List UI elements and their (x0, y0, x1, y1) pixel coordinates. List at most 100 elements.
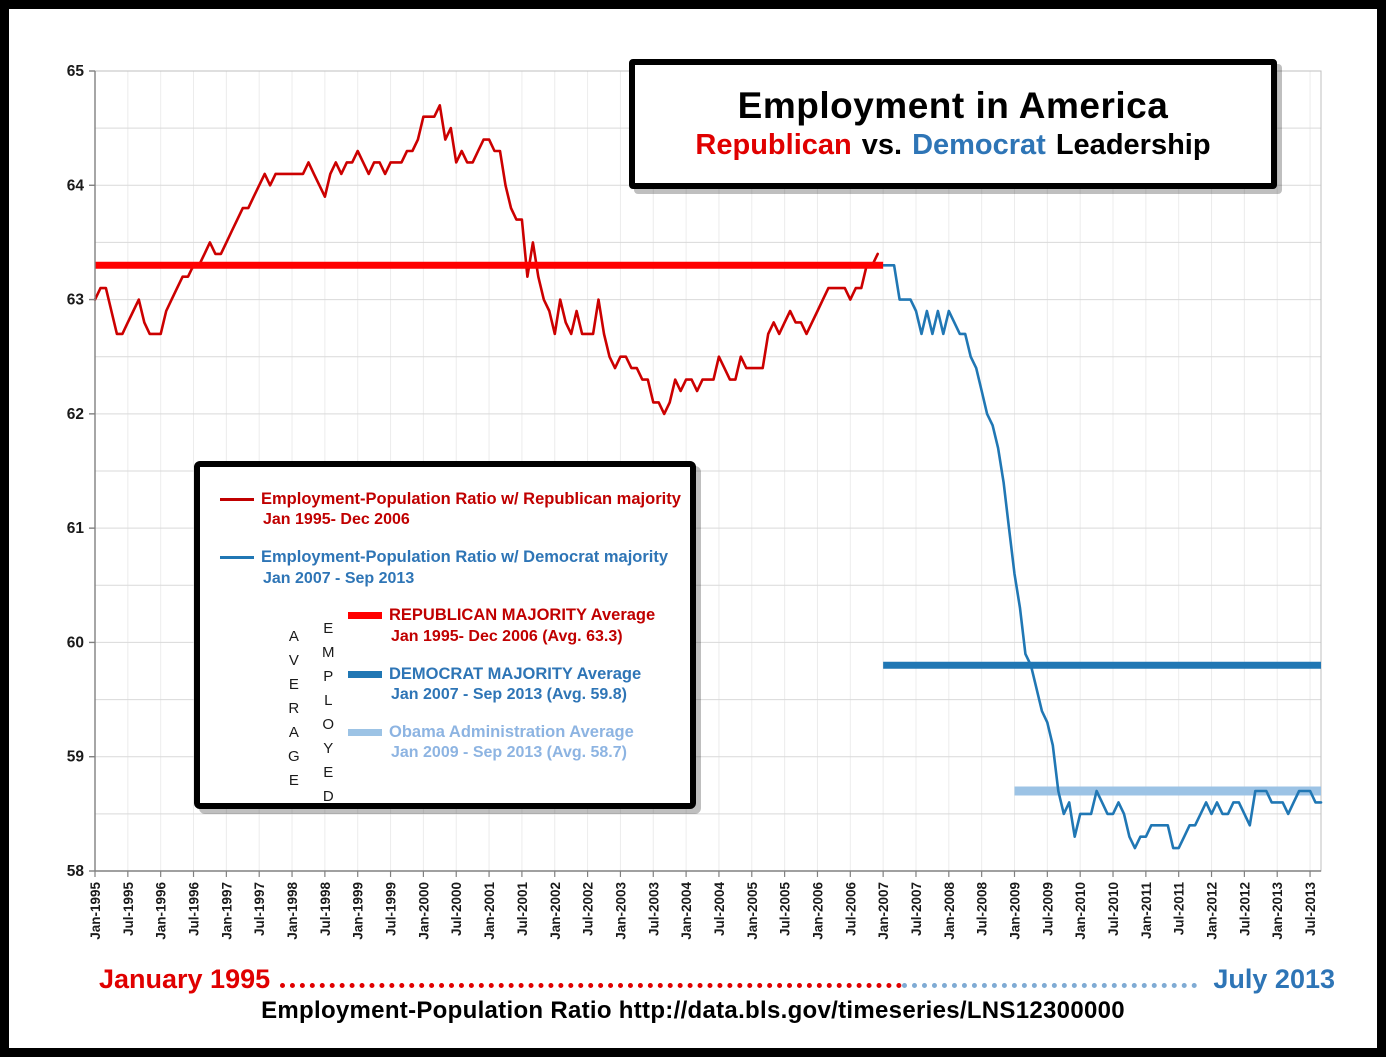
vertical-letter: Y (323, 740, 334, 757)
y-tick-label: 59 (67, 749, 85, 766)
chart-subtitle: Republican vs. Democrat Leadership (690, 128, 1215, 163)
vertical-letter: O (322, 716, 335, 733)
vertical-letter: E (323, 620, 334, 637)
y-tick-label: 65 (67, 63, 85, 80)
legend-item-democrat-series: Employment-Population Ratio w/ Democrat … (220, 547, 690, 589)
x-tick-label: Jan-2003 (613, 882, 628, 940)
republican-series-line (93, 104, 880, 416)
legend-item-democrat-average: DEMOCRAT MAJORITY Average Jan 2007 - Sep… (348, 664, 690, 706)
democrat-average-swatch (348, 670, 382, 678)
vertical-letter: E (288, 676, 299, 693)
democrat-series-line (881, 263, 1323, 850)
legend-dates: Jan 2007 - Sep 2013 (Avg. 59.8) (391, 686, 627, 704)
obama-average-swatch (348, 728, 382, 736)
x-tick-label: Jan-1996 (154, 882, 169, 940)
x-tick-label: Jul-1996 (187, 882, 202, 937)
x-tick-label: Jan-1999 (351, 882, 366, 940)
legend-label: Obama Administration Average (389, 722, 634, 741)
republican-average-swatch (348, 612, 382, 620)
x-tick-label: Jul-2001 (515, 882, 530, 937)
x-tick-label: Jan-2008 (942, 882, 957, 940)
y-tick-label: 58 (67, 863, 85, 880)
y-tick-label: 64 (67, 177, 85, 194)
range-start-label: January 1995 (99, 964, 271, 995)
x-tick-label: Jan-2012 (1205, 882, 1220, 940)
legend-label: DEMOCRAT MAJORITY Average (389, 664, 642, 683)
legend-dates: Jan 2009 - Sep 2013 (Avg. 58.7) (391, 744, 627, 762)
x-tick-label: Jul-1999 (384, 882, 399, 936)
x-tick-label: Jul-2008 (975, 882, 990, 937)
x-tick-label: Jan-2013 (1270, 882, 1285, 940)
vertical-letter: M (322, 644, 335, 661)
x-tick-label: Jan-1998 (285, 882, 300, 940)
y-tick-label: 60 (67, 634, 84, 651)
y-tick-label: 61 (67, 520, 85, 537)
x-tick-label: Jan-2000 (416, 882, 431, 940)
vertical-letter: P (323, 668, 334, 685)
x-tick-label: Jan-1997 (219, 882, 234, 940)
y-tick-label: 62 (67, 406, 84, 423)
legend: Employment-Population Ratio w/ Republica… (194, 461, 696, 809)
x-tick-label: Jul-2005 (778, 882, 793, 937)
x-tick-label: Jul-1997 (252, 882, 267, 936)
x-tick-label: Jul-2006 (843, 882, 858, 937)
vertical-letter: V (288, 652, 299, 669)
legend-dates: Jan 1995- Dec 2006 (Avg. 63.3) (391, 627, 623, 645)
vertical-letter: A (288, 724, 299, 741)
chart-title: Employment in America (737, 85, 1169, 127)
legend-label: Employment-Population Ratio w/ Democrat … (261, 548, 669, 567)
legend-item-obama-average: Obama Administration Average Jan 2009 - … (348, 722, 690, 764)
subtitle-democrat: Democrat (912, 128, 1046, 161)
legend-dates: Jan 1995- Dec 2006 (263, 511, 410, 529)
x-tick-label: Jan-2007 (876, 882, 891, 940)
legend-label: REPUBLICAN MAJORITY Average (389, 606, 656, 625)
x-tick-label: Jan-2010 (1073, 882, 1088, 940)
x-tick-label: Jul-2013 (1303, 882, 1318, 937)
x-tick-label: Jul-2012 (1237, 882, 1252, 936)
x-tick-label: Jul-2009 (1040, 882, 1055, 936)
x-tick-label: Jul-2010 (1106, 882, 1121, 936)
x-tick-label: Jul-2004 (712, 882, 727, 937)
democrat-series-swatch (220, 556, 254, 560)
vertical-letter: E (323, 764, 334, 781)
subtitle-republican: Republican (695, 128, 852, 161)
y-tick-label: 63 (67, 292, 85, 309)
vertical-letter: E (288, 772, 299, 789)
x-tick-label: Jul-1995 (121, 882, 136, 937)
x-tick-label: Jul-2011 (1172, 882, 1187, 936)
vertical-letter: A (288, 628, 299, 645)
x-tick-label: Jan-2001 (482, 882, 497, 940)
legend-item-republican-average: REPUBLICAN MAJORITY Average Jan 1995- De… (348, 605, 690, 647)
vertical-letter: R (288, 700, 300, 717)
range-end-label: July 2013 (1213, 964, 1335, 995)
x-tick-label: Jan-2005 (745, 882, 760, 940)
vertical-letter: D (322, 788, 334, 805)
blue-dotted-leader (901, 983, 1198, 988)
x-tick-label: Jan-2009 (1008, 882, 1023, 940)
x-tick-label: Jan-1995 (88, 882, 103, 940)
x-tick-label: Jan-2011 (1139, 882, 1154, 940)
source-citation: Employment-Population Ratio http://data.… (261, 997, 1125, 1024)
x-tick-label: Jul-2007 (909, 882, 924, 936)
legend-label: Employment-Population Ratio w/ Republica… (261, 490, 681, 508)
legend-dates: Jan 2007 - Sep 2013 (263, 569, 415, 587)
red-dotted-leader (280, 983, 902, 988)
x-tick-label: Jul-2003 (646, 882, 661, 937)
x-tick-label: Jan-2006 (810, 882, 825, 940)
x-tick-label: Jan-2004 (679, 882, 694, 940)
date-range-row: January 1995 July 2013 (9, 955, 1377, 995)
x-tick-label: Jul-2000 (449, 882, 464, 936)
republican-series-swatch (220, 498, 254, 501)
subtitle-leadership: Leadership (1055, 128, 1211, 161)
legend-item-republican-series: Employment-Population Ratio w/ Republica… (220, 489, 690, 531)
vertical-letter: G (288, 748, 300, 765)
x-tick-label: Jul-2002 (581, 882, 596, 936)
subtitle-vs: vs. (861, 128, 903, 161)
chart-title-box: Employment in America Republican vs. Democ… (629, 59, 1277, 189)
x-tick-label: Jan-2002 (548, 882, 563, 940)
vertical-letter: L (324, 692, 333, 709)
x-tick-label: Jul-1998 (318, 882, 333, 937)
